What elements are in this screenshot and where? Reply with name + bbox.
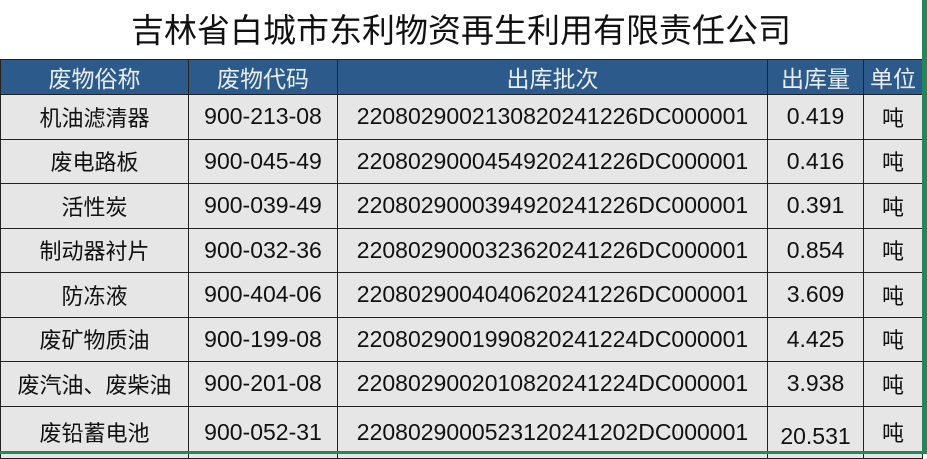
cell-quantity[interactable]: 4.425: [767, 316, 864, 362]
cell-waste-code[interactable]: 900-045-49: [188, 138, 338, 184]
header-row: 废物俗称 废物代码 出库批次 出库量 单位: [0, 59, 923, 95]
header-batch-number: 出库批次: [337, 59, 768, 95]
cell-batch-number[interactable]: 2208029002010820241224DC000001: [337, 361, 768, 407]
cell-unit[interactable]: 吨: [863, 183, 923, 229]
cell-waste-code[interactable]: 900-039-49: [188, 183, 338, 229]
table-row: 废铅蓄电池 900-052-31 2208029000523120241202DC0…: [0, 405, 923, 459]
cell-waste-name[interactable]: 机油滤清器: [0, 94, 189, 140]
cell-batch-number[interactable]: 2208029000394920241226DC000001: [337, 183, 768, 229]
cell-batch-number[interactable]: 2208029000323620241226DC000001: [337, 227, 768, 273]
cell-waste-name[interactable]: 防冻液: [0, 272, 189, 318]
header-waste-code: 废物代码: [188, 59, 338, 95]
cell-quantity[interactable]: 20.531: [767, 405, 864, 459]
cell-unit[interactable]: 吨: [863, 272, 923, 318]
cell-unit[interactable]: 吨: [863, 361, 923, 407]
table-row: 废汽油、废柴油 900-201-08 2208029002010820241224D…: [0, 361, 923, 407]
cell-waste-name[interactable]: 废铅蓄电池: [0, 405, 189, 459]
cell-waste-name[interactable]: 废汽油、废柴油: [0, 361, 189, 407]
table-row: 废电路板 900-045-49 2208029000454920241226DC00…: [0, 138, 923, 184]
cell-unit[interactable]: 吨: [863, 138, 923, 184]
table-row: 废矿物质油 900-199-08 2208029001990820241224DC0…: [0, 316, 923, 362]
cell-quantity[interactable]: 3.938: [767, 361, 864, 407]
table-row: 机油滤清器 900-213-08 2208029002130820241226DC0…: [0, 94, 923, 140]
cell-batch-number[interactable]: 2208029004040620241226DC000001: [337, 272, 768, 318]
cell-unit[interactable]: 吨: [863, 94, 923, 140]
cell-quantity[interactable]: 0.416: [767, 138, 864, 184]
cell-quantity[interactable]: 0.419: [767, 94, 864, 140]
header-quantity: 出库量: [767, 59, 864, 95]
cell-unit[interactable]: 吨: [863, 227, 923, 273]
cell-waste-code[interactable]: 900-199-08: [188, 316, 338, 362]
cell-batch-number[interactable]: 2208029000454920241226DC000001: [337, 138, 768, 184]
table-row: 活性炭 900-039-49 2208029000394920241226DC000…: [0, 183, 923, 229]
cell-waste-name[interactable]: 废电路板: [0, 138, 189, 184]
header-waste-name: 废物俗称: [0, 59, 189, 95]
table-row: 制动器衬片 900-032-36 2208029000323620241226DC0…: [0, 227, 923, 273]
waste-outbound-table: 废物俗称 废物代码 出库批次 出库量 单位 机油滤清器 900-213-08 2208029…: [0, 59, 923, 459]
cell-waste-name[interactable]: 活性炭: [0, 183, 189, 229]
cell-waste-code[interactable]: 900-201-08: [188, 361, 338, 407]
cell-waste-code[interactable]: 900-404-06: [188, 272, 338, 318]
cell-batch-number[interactable]: 2208029002130820241226DC000001: [337, 94, 768, 140]
cell-waste-code[interactable]: 900-213-08: [188, 94, 338, 140]
cell-waste-name[interactable]: 废矿物质油: [0, 316, 189, 362]
company-title: 吉林省白城市东利物资再生利用有限责任公司: [131, 11, 791, 50]
selection-border-bottom: [0, 451, 927, 454]
cell-quantity[interactable]: 0.854: [767, 227, 864, 273]
cell-waste-name[interactable]: 制动器衬片: [0, 227, 189, 273]
selection-border-right: [922, 0, 927, 454]
table-row: 防冻液 900-404-06 2208029004040620241226DC000…: [0, 272, 923, 318]
cell-unit[interactable]: 吨: [863, 316, 923, 362]
cell-quantity[interactable]: 0.391: [767, 183, 864, 229]
header-unit: 单位: [863, 59, 923, 95]
cell-batch-number[interactable]: 2208029001990820241224DC000001: [337, 316, 768, 362]
table-body: 机油滤清器 900-213-08 2208029002130820241226DC0…: [0, 94, 923, 459]
cell-waste-code[interactable]: 900-032-36: [188, 227, 338, 273]
cell-quantity[interactable]: 3.609: [767, 272, 864, 318]
